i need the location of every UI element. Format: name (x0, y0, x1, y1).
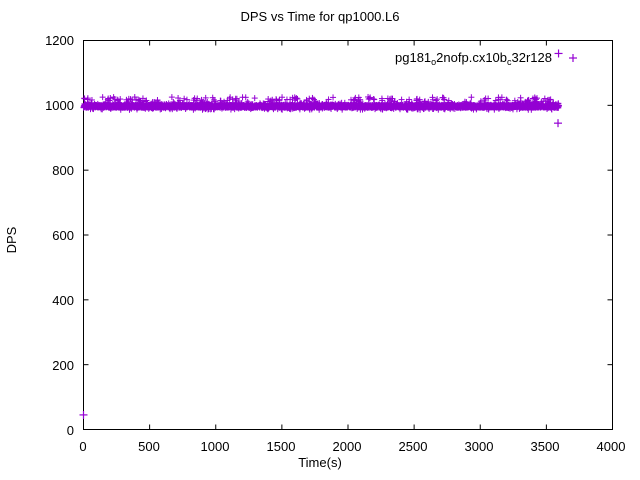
x-tick-label-500: 500 (138, 439, 160, 454)
legend-key-marker (569, 54, 577, 62)
y-tick-label-800: 800 (52, 163, 74, 178)
legend-seg-2: 2nofp.cx10b (436, 50, 508, 65)
legend-sub-2: c (507, 57, 512, 67)
y-tick-label-400: 400 (52, 293, 74, 308)
x-tick-label-2000: 2000 (332, 439, 362, 454)
x-tick-label-1000: 1000 (200, 439, 230, 454)
y-tick-label-0: 0 (66, 423, 74, 438)
y-tick-label-200: 200 (52, 358, 74, 373)
x-tick-label-3500: 3500 (530, 439, 560, 454)
legend-sub-1: o (431, 57, 437, 67)
x-tick-label-0: 0 (79, 439, 87, 454)
page-title: DPS vs Time for qp1000.L6 (240, 9, 400, 24)
x-axis-label: Time(s) (298, 455, 342, 470)
y-tick-label-600: 600 (52, 228, 74, 243)
x-tick-label-4000: 4000 (596, 439, 626, 454)
legend-seg-1: pg181 (395, 50, 432, 65)
legend-seg-3: 32r128 (511, 50, 552, 65)
x-tick-label-2500: 2500 (398, 439, 428, 454)
x-tick-label-1500: 1500 (266, 439, 296, 454)
y-tick-label-1200: 1200 (45, 33, 74, 48)
legend-entry-label: pg181o2nofp.cx10bc32r128 (395, 50, 552, 67)
data-series-markers (79, 49, 563, 419)
x-tick-label-3000: 3000 (464, 439, 494, 454)
y-tick-label-1000: 1000 (45, 98, 74, 113)
